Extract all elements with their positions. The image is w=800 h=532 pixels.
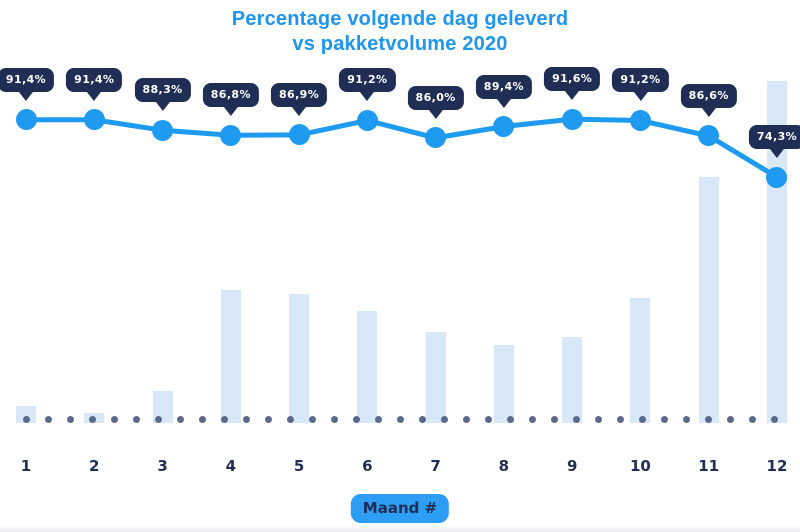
baseline-dot: [770, 416, 778, 423]
volume-bar: [152, 390, 173, 423]
month-tick-label: 2: [89, 457, 100, 475]
month-tick-label: 1: [20, 457, 32, 475]
line-point-marker: [561, 108, 583, 130]
month-tick-label: 10: [629, 457, 651, 475]
line-point-marker: [493, 116, 515, 137]
volume-bar: [698, 177, 719, 423]
baseline-dot: [110, 416, 118, 423]
value-badge: 86,8%: [202, 83, 259, 108]
baseline-dot: [484, 416, 492, 423]
baseline-dot: [440, 416, 448, 423]
baseline-dot: [176, 416, 184, 423]
x-axis-label-badge: Maand #: [350, 494, 450, 523]
month-tick-label: 6: [362, 457, 373, 475]
line-point-marker: [766, 166, 788, 188]
month-tick-label: 7: [430, 457, 441, 475]
volume-bar: [16, 405, 36, 423]
baseline-dot: [242, 416, 250, 423]
value-badge: 86,6%: [680, 83, 737, 108]
line-point-marker: [425, 127, 447, 149]
line-point-marker: [152, 119, 174, 141]
baseline-dot: [418, 416, 426, 423]
value-badge: 86,0%: [407, 85, 464, 110]
value-badge: 91,6%: [544, 67, 601, 92]
volume-bar: [493, 345, 514, 423]
month-tick-label: 3: [157, 457, 168, 475]
baseline-dot: [66, 416, 74, 423]
baseline-dot: [726, 416, 734, 423]
value-badge: 86,9%: [270, 82, 328, 107]
page-bottom-edge: [0, 525, 800, 532]
line-point-marker: [15, 109, 37, 131]
month-tick-label: 12: [766, 457, 788, 475]
baseline-dot: [220, 416, 228, 423]
volume-bar: [289, 294, 310, 423]
value-badge: 91,2%: [612, 68, 669, 93]
baseline-dot: [44, 416, 52, 423]
baseline-dot: [330, 416, 338, 423]
baseline-dot: [264, 416, 272, 423]
month-tick-label: 5: [293, 457, 305, 475]
baseline-dot: [748, 416, 756, 423]
volume-bar: [562, 337, 583, 423]
baseline-dot: [374, 416, 382, 423]
baseline-dot: [506, 416, 514, 423]
baseline-dot: [462, 416, 470, 423]
value-badge: 91,2%: [339, 68, 396, 93]
chart-title-line1: Percentage volgende dag geleverd: [231, 8, 569, 30]
month-tick-label: 9: [566, 457, 578, 475]
value-badge: 91,4%: [0, 67, 55, 92]
chart-title: Percentage volgende dag geleverd vs pakk…: [0, 7, 800, 57]
chart-title-line2: vs pakketvolume 2020: [292, 33, 508, 55]
line-point-marker: [288, 124, 310, 146]
volume-bar: [357, 311, 378, 423]
line-point-marker: [698, 125, 720, 147]
baseline-dot: [154, 416, 162, 423]
baseline-dot: [286, 416, 294, 423]
line-point-marker: [629, 109, 651, 131]
baseline-dot: [572, 416, 580, 423]
volume-bar: [425, 332, 446, 423]
value-badge: 88,3%: [134, 78, 191, 103]
baseline-dot: [88, 416, 96, 423]
baseline-dot: [528, 416, 536, 423]
line-point-marker: [83, 109, 105, 131]
baseline-dot: [22, 416, 30, 423]
month-tick-label: 11: [698, 457, 720, 475]
baseline-dot: [198, 416, 206, 423]
baseline-dot: [550, 416, 558, 423]
line-point-marker: [356, 109, 378, 131]
baseline-dot: [352, 416, 360, 423]
value-badge: 91,4%: [66, 67, 123, 92]
baseline-dot: [594, 416, 602, 423]
baseline-dot: [308, 416, 316, 423]
baseline-dot: [660, 416, 668, 423]
month-tick-label: 8: [498, 457, 510, 475]
value-badge: 89,4%: [475, 74, 532, 99]
baseline-dot: [616, 416, 624, 423]
value-badge: 74,3%: [748, 125, 800, 150]
baseline-dot: [396, 416, 404, 423]
month-tick-label: 4: [225, 457, 237, 475]
baseline-dot: [132, 416, 140, 423]
x-axis-label: Maand #: [362, 499, 438, 517]
baseline-dot: [638, 416, 646, 423]
volume-bar: [630, 298, 651, 423]
line-point-marker: [220, 124, 242, 146]
baseline-dot: [704, 416, 712, 423]
volume-bar: [220, 289, 241, 423]
baseline-dot: [682, 416, 690, 423]
